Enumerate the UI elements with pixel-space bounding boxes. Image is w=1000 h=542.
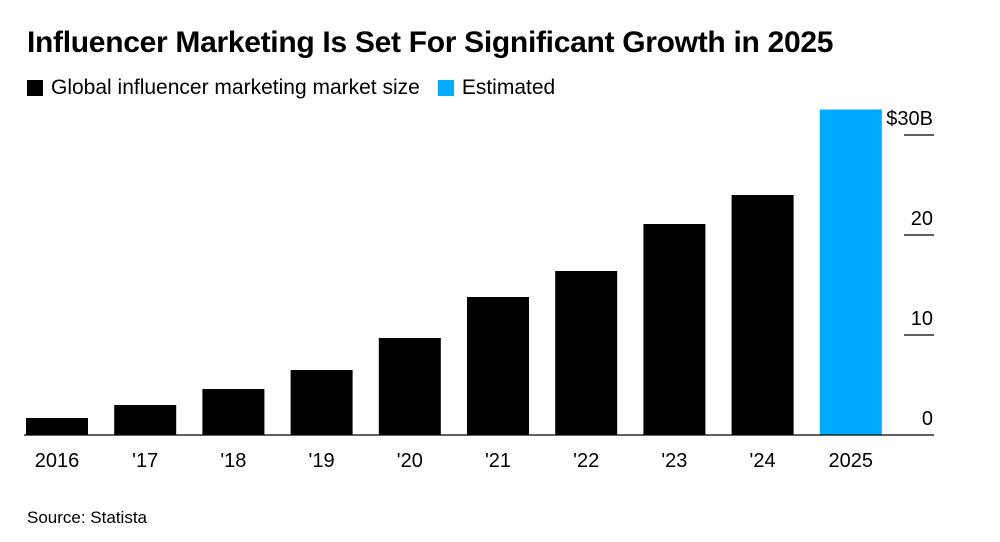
x-tick-label: '24 [750,450,776,472]
x-tick-label: '18 [220,450,246,472]
x-tick-label: 2016 [35,450,80,472]
y-tick-label: $30B [886,108,933,130]
legend-item-estimated: Estimated [437,76,556,100]
chart-title: Influencer Marketing Is Set For Signific… [27,26,834,59]
legend-label-estimated: Estimated [461,76,556,99]
x-tick-label: '23 [661,450,687,472]
y-tick-label: 0 [922,408,933,430]
legend-item-actual: Global influencer marketing market size [27,76,420,100]
y-tick-label: 10 [911,308,933,330]
x-tick-label: '19 [309,450,335,472]
y-tick-label: 20 [911,208,933,230]
bar-22 [555,271,618,435]
bar-21 [467,297,529,435]
source-note: Source: Statista [27,508,148,527]
bar-24 [731,195,794,435]
bar-23 [643,224,706,435]
bar-17 [114,405,177,435]
legend-label-actual: Global influencer marketing market size [51,76,420,99]
x-tick-label: '20 [397,450,423,472]
legend-swatch-estimated [437,80,454,96]
chart-legend: Global influencer marketing market size … [27,76,573,100]
bar-20 [378,338,441,435]
x-tick-label: 2025 [829,450,874,472]
bar-18 [202,389,265,435]
bar-2025 [819,109,882,435]
x-tick-label: '21 [485,450,511,472]
x-tick-label: '17 [132,450,158,472]
bar-2016 [26,418,88,435]
bar-19 [290,370,353,435]
legend-swatch-actual [27,80,43,96]
x-tick-label: '22 [573,450,599,472]
